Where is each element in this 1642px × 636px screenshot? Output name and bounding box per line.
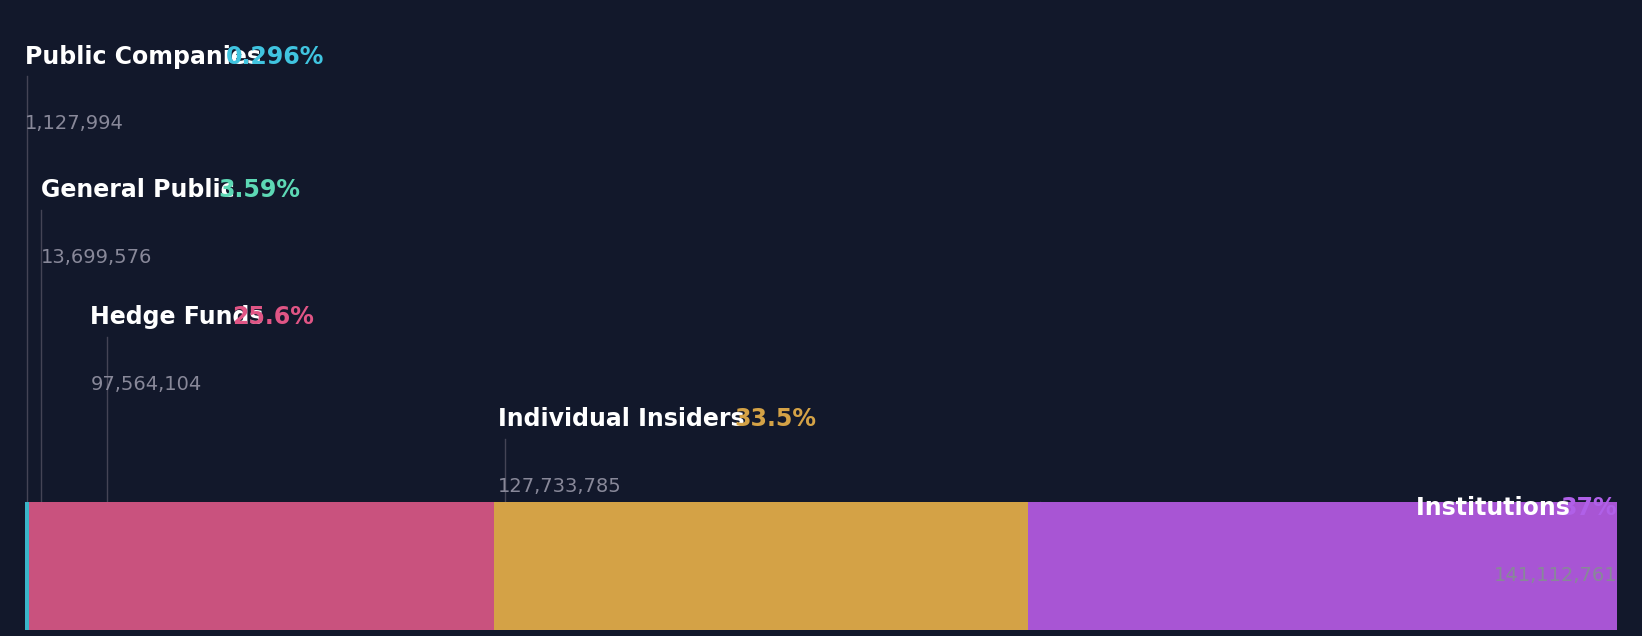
Text: 25.6%: 25.6% [232,305,314,329]
Text: 13,699,576: 13,699,576 [41,248,153,267]
Bar [1028,502,1617,630]
Text: 0.296%: 0.296% [225,45,323,69]
Text: Individual Insiders: Individual Insiders [498,407,752,431]
Text: Hedge Funds: Hedge Funds [90,305,273,329]
Text: General Public: General Public [41,178,243,202]
Bar [494,502,1028,630]
Text: 37%: 37% [1562,496,1617,520]
Text: 1,127,994: 1,127,994 [25,114,123,134]
Text: 33.5%: 33.5% [734,407,816,431]
Text: Institutions: Institutions [1415,496,1578,520]
Bar [30,502,87,630]
Text: Public Companies: Public Companies [25,45,269,69]
Bar [25,502,30,630]
Text: 97,564,104: 97,564,104 [90,375,202,394]
Text: 141,112,761: 141,112,761 [1494,566,1617,585]
Text: 127,733,785: 127,733,785 [498,477,621,496]
Bar [87,502,494,630]
Text: 3.59%: 3.59% [218,178,300,202]
